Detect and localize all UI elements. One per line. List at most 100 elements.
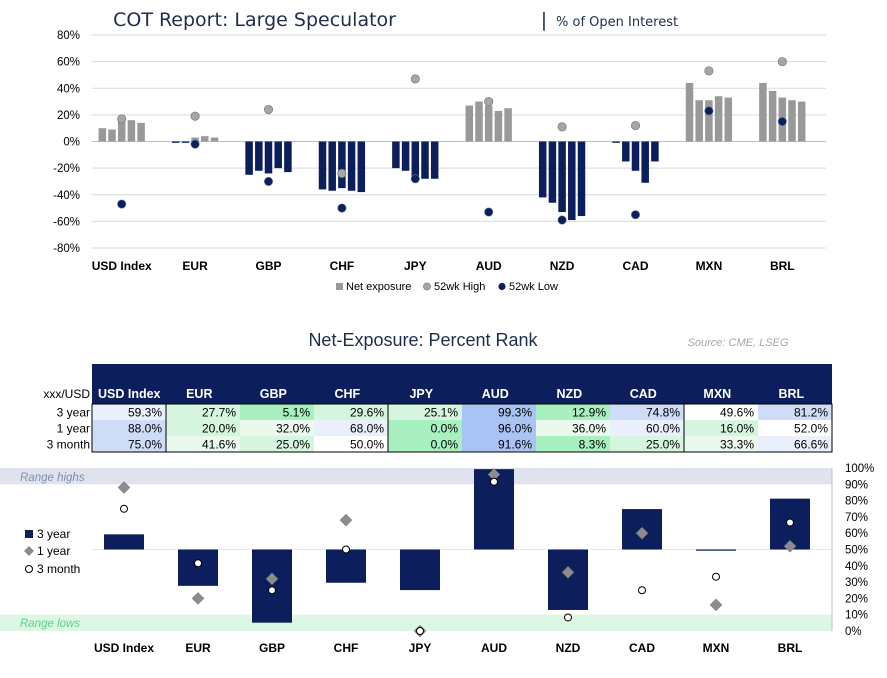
table-cell: 59.3% [128,406,162,420]
rank-x-category-label: CAD [629,641,655,655]
table-cell: 52.0% [794,422,828,436]
legend-3-month-marker [25,565,33,573]
52wk-low-marker [484,207,494,217]
table-cell-background [240,420,314,436]
net-exposure-bar [357,141,366,193]
y-tick-label: 40% [57,83,80,95]
rank-y-tick-label: 50% [845,545,868,557]
table-column-header: BRL [778,387,804,401]
table-cell-background [610,420,684,436]
net-exposure-bar [714,96,723,142]
table-border [91,403,833,453]
table-cell: 16.0% [720,422,754,436]
rank-3-month-marker [564,613,572,622]
52wk-low-marker [777,117,787,127]
rank-3-year-bar [178,549,218,586]
rank-3-month-marker [638,586,646,595]
net-exposure-bar [210,137,219,142]
52wk-high-marker [117,114,127,124]
y-tick-label: -20% [53,163,80,175]
table-column-header: NZD [556,387,582,401]
net-exposure-bar [494,110,503,142]
y-tick-label: -40% [53,190,80,202]
net-exposure-bar [768,90,777,142]
rank-3-month-marker [120,504,128,513]
rank-y-tick-label: 30% [845,577,868,589]
52wk-high-marker [484,97,494,107]
rank-1-year-marker [783,539,797,553]
52wk-low-marker [263,176,273,186]
rank-1-year-marker [709,598,723,612]
table-cell: 36.0% [572,422,606,436]
y-tick-label: 60% [57,57,80,69]
table-cell-background [240,404,314,420]
range-lows-band [0,614,832,631]
rank-chart-legend: 3 year 1 year 3 month [24,527,80,576]
rank-3-month-marker [342,545,350,554]
table-cell-background [166,436,240,452]
x-category-label: GBP [255,259,281,273]
52wk-low-marker [557,215,567,225]
rank-y-tick-label: 90% [845,479,868,491]
rank-y-tick-label: 20% [845,593,868,605]
legend-52wk-low-marker [498,282,506,291]
52wk-high-marker [337,168,347,178]
table-cell-background [758,420,832,436]
52wk-low-marker [630,210,640,220]
legend-52wk-high-label: 52wk High [434,281,485,293]
legend-52wk-high-marker [423,282,431,291]
net-exposure-bar [421,141,429,179]
table-cell: 29.6% [350,406,384,420]
top-chart-markers [117,57,787,225]
rank-3-year-bar [696,549,736,551]
table-cell-background [314,436,388,452]
table-cell: 41.6% [202,438,236,452]
top-chart-x-axis: USD Index EUR GBP CHF JPY AUD NZD CAD MXN BRL [92,259,795,273]
rank-3-month-marker [712,572,720,581]
table-column-header: JPY [409,387,433,401]
table-column-header: AUD [482,387,509,401]
range-lows-label: Range lows [20,618,80,630]
net-exposure-bar [695,100,703,142]
rank-1-year-marker [117,481,131,494]
top-chart-title-separator: | [541,9,547,31]
net-exposure-bar [284,141,292,173]
table-cell-background [758,436,832,452]
table-cell-background [610,436,684,452]
table-cell-background [684,420,758,436]
x-category-label: NZD [550,259,575,273]
rank-1-year-marker [265,572,279,586]
rank-y-tick-label: 70% [845,512,868,524]
net-exposure-bar [465,105,474,142]
net-exposure-bar [759,82,767,142]
net-exposure-bar [558,141,566,213]
percent-rank-chart: Range highs Range lows 100% 90% 80% 70% 60% 50%… [0,463,874,655]
net-exposure-bar [651,141,659,162]
table-cell-background [536,420,610,436]
x-category-label: AUD [476,259,502,273]
table-cell-background [388,404,462,420]
net-exposure-bar [401,141,410,171]
table-cell-background [684,436,758,452]
rank-x-category-label: BRL [778,641,803,655]
table-cell: 49.6% [720,406,754,420]
percent-rank-table: xxx/USD USD Index EUR GBP CHF JPY AUD NZD CAD MXN… [43,364,833,453]
rank-x-category-label: EUR [185,641,211,655]
52wk-high-marker [263,105,274,115]
table-cell: 32.0% [276,422,310,436]
net-exposure-bar [328,141,336,191]
rank-y-tick-label: 0% [845,626,862,638]
52wk-high-marker [410,74,420,84]
x-category-label: USD Index [92,259,152,273]
rank-3-year-bar [326,549,366,583]
rank-1-year-marker [561,565,575,579]
legend-1-year-label: 1 year [37,544,70,558]
top-chart-bars [98,82,806,221]
net-exposure-bar [201,136,209,142]
rank-y-tick-label: 100% [845,463,874,475]
rank-y-tick-label: 60% [845,528,868,540]
52wk-low-marker [117,199,127,209]
table-cell: 96.0% [498,422,532,436]
legend-3-month-label: 3 month [37,562,80,576]
net-exposure-bar [430,141,439,179]
